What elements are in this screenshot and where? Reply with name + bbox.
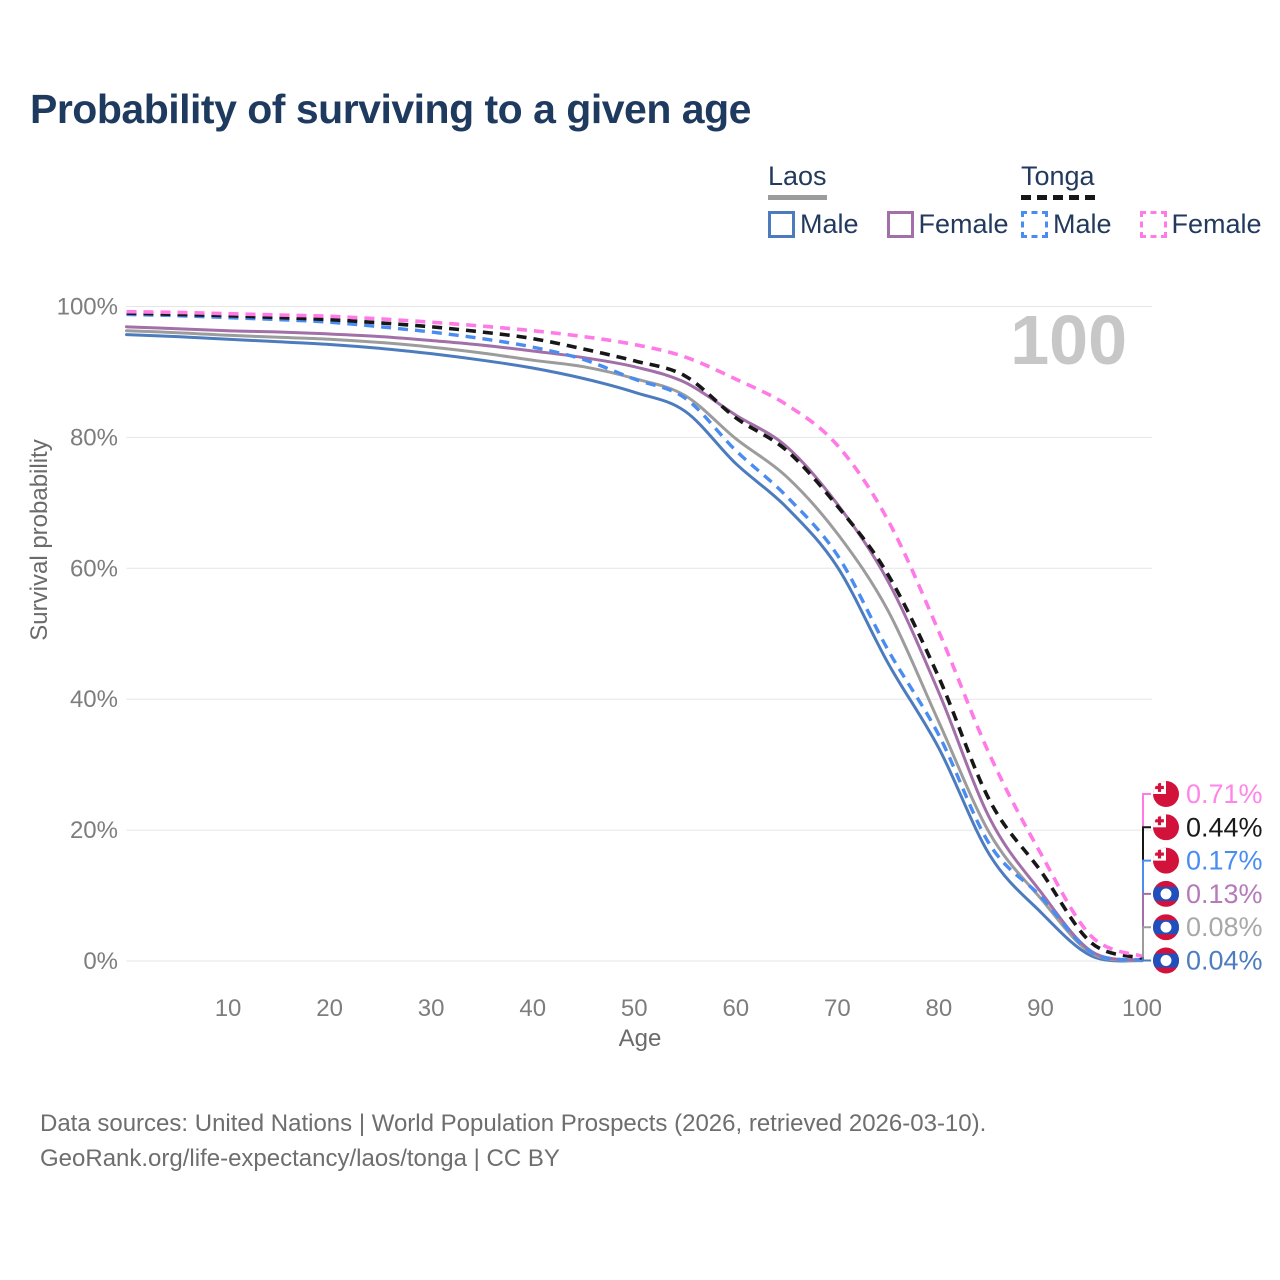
data-sources-line: Data sources: United Nations | World Pop… xyxy=(40,1110,987,1137)
end-value-label-laos-both-sexes: 0.08% xyxy=(1186,912,1263,942)
y-tick-label: 40% xyxy=(70,686,118,713)
legend-header-tonga: Tonga xyxy=(1021,161,1095,200)
curve-tonga-female xyxy=(126,309,1143,959)
end-connector-laos-male xyxy=(1142,957,1151,962)
y-axis-title: Survival probability xyxy=(26,439,53,640)
page-title: Probability of surviving to a given age xyxy=(30,86,751,132)
laos-flag-icon xyxy=(1153,914,1179,941)
legend-item-tonga-male: Male xyxy=(1021,209,1112,240)
x-tick-label: 50 xyxy=(621,995,648,1022)
legend-header-laos: Laos xyxy=(768,161,827,200)
end-value-label-laos-female: 0.13% xyxy=(1186,879,1263,909)
end-value-label-tonga-both-sexes: 0.44% xyxy=(1186,812,1263,842)
x-tick-label: 100 xyxy=(1122,995,1162,1022)
legend-item-laos-female: Female xyxy=(886,209,1009,240)
tonga-male-swatch-icon xyxy=(1021,211,1048,238)
curve-tonga-male xyxy=(126,312,1143,962)
curve-laos-both-sexes xyxy=(125,329,1144,962)
x-tick-label: 90 xyxy=(1027,995,1054,1022)
x-axis-title: Age xyxy=(619,1025,662,1052)
chart-footer: Data sources: United Nations | World Pop… xyxy=(40,1106,986,1176)
y-tick-label: 100% xyxy=(57,294,118,321)
laos-male-swatch-icon xyxy=(768,211,795,238)
attribution-line: GeoRank.org/life-expectancy/laos/tonga |… xyxy=(40,1145,560,1172)
x-tick-label: 30 xyxy=(418,995,445,1022)
legend-item-label: Female xyxy=(1171,209,1262,239)
y-tick-label: 80% xyxy=(70,424,118,451)
laos-flag-icon xyxy=(1153,880,1179,907)
legend-item-tonga-female: Female xyxy=(1139,209,1262,240)
laos-flag-icon xyxy=(1153,947,1179,974)
end-value-label-laos-male: 0.04% xyxy=(1186,946,1263,976)
x-tick-label: 40 xyxy=(519,995,546,1022)
end-value-label-tonga-female: 0.71% xyxy=(1186,779,1263,809)
x-tick-label: 60 xyxy=(722,995,749,1022)
legend-group-laos: Laos Male Female xyxy=(768,161,1037,240)
tonga-female-swatch-icon xyxy=(1139,211,1167,238)
x-tick-label: 20 xyxy=(316,995,343,1022)
tonga-flag-icon xyxy=(1153,847,1179,874)
y-tick-label: 60% xyxy=(70,555,118,582)
legend-item-laos-male: Male xyxy=(768,209,859,240)
age-watermark: 100 xyxy=(1010,301,1127,379)
x-tick-label: 70 xyxy=(824,995,851,1022)
x-tick-label: 10 xyxy=(215,995,242,1022)
end-connector-tonga-female xyxy=(1142,793,1151,957)
legend-group-tonga: Tonga Male Female xyxy=(1021,161,1280,240)
curve-laos-female xyxy=(125,325,1144,962)
laos-female-swatch-icon xyxy=(886,211,914,238)
legend-item-label: Female xyxy=(918,209,1009,239)
tonga-flag-icon xyxy=(1153,814,1179,841)
end-connector-tonga-male xyxy=(1142,859,1151,957)
y-tick-label: 20% xyxy=(70,817,118,844)
legend-item-label: Male xyxy=(1053,209,1112,239)
end-connector-laos-female xyxy=(1142,892,1151,957)
curve-tonga-both-sexes xyxy=(126,311,1143,960)
end-value-label-tonga-male: 0.17% xyxy=(1186,846,1263,876)
x-tick-label: 80 xyxy=(926,995,953,1022)
end-connector-tonga-both-sexes xyxy=(1142,826,1151,957)
curve-laos-male xyxy=(125,333,1144,963)
end-connector-laos-both-sexes xyxy=(1142,926,1151,957)
tonga-flag-icon xyxy=(1153,781,1179,807)
y-tick-label: 0% xyxy=(83,948,118,975)
legend-item-label: Male xyxy=(800,209,859,239)
